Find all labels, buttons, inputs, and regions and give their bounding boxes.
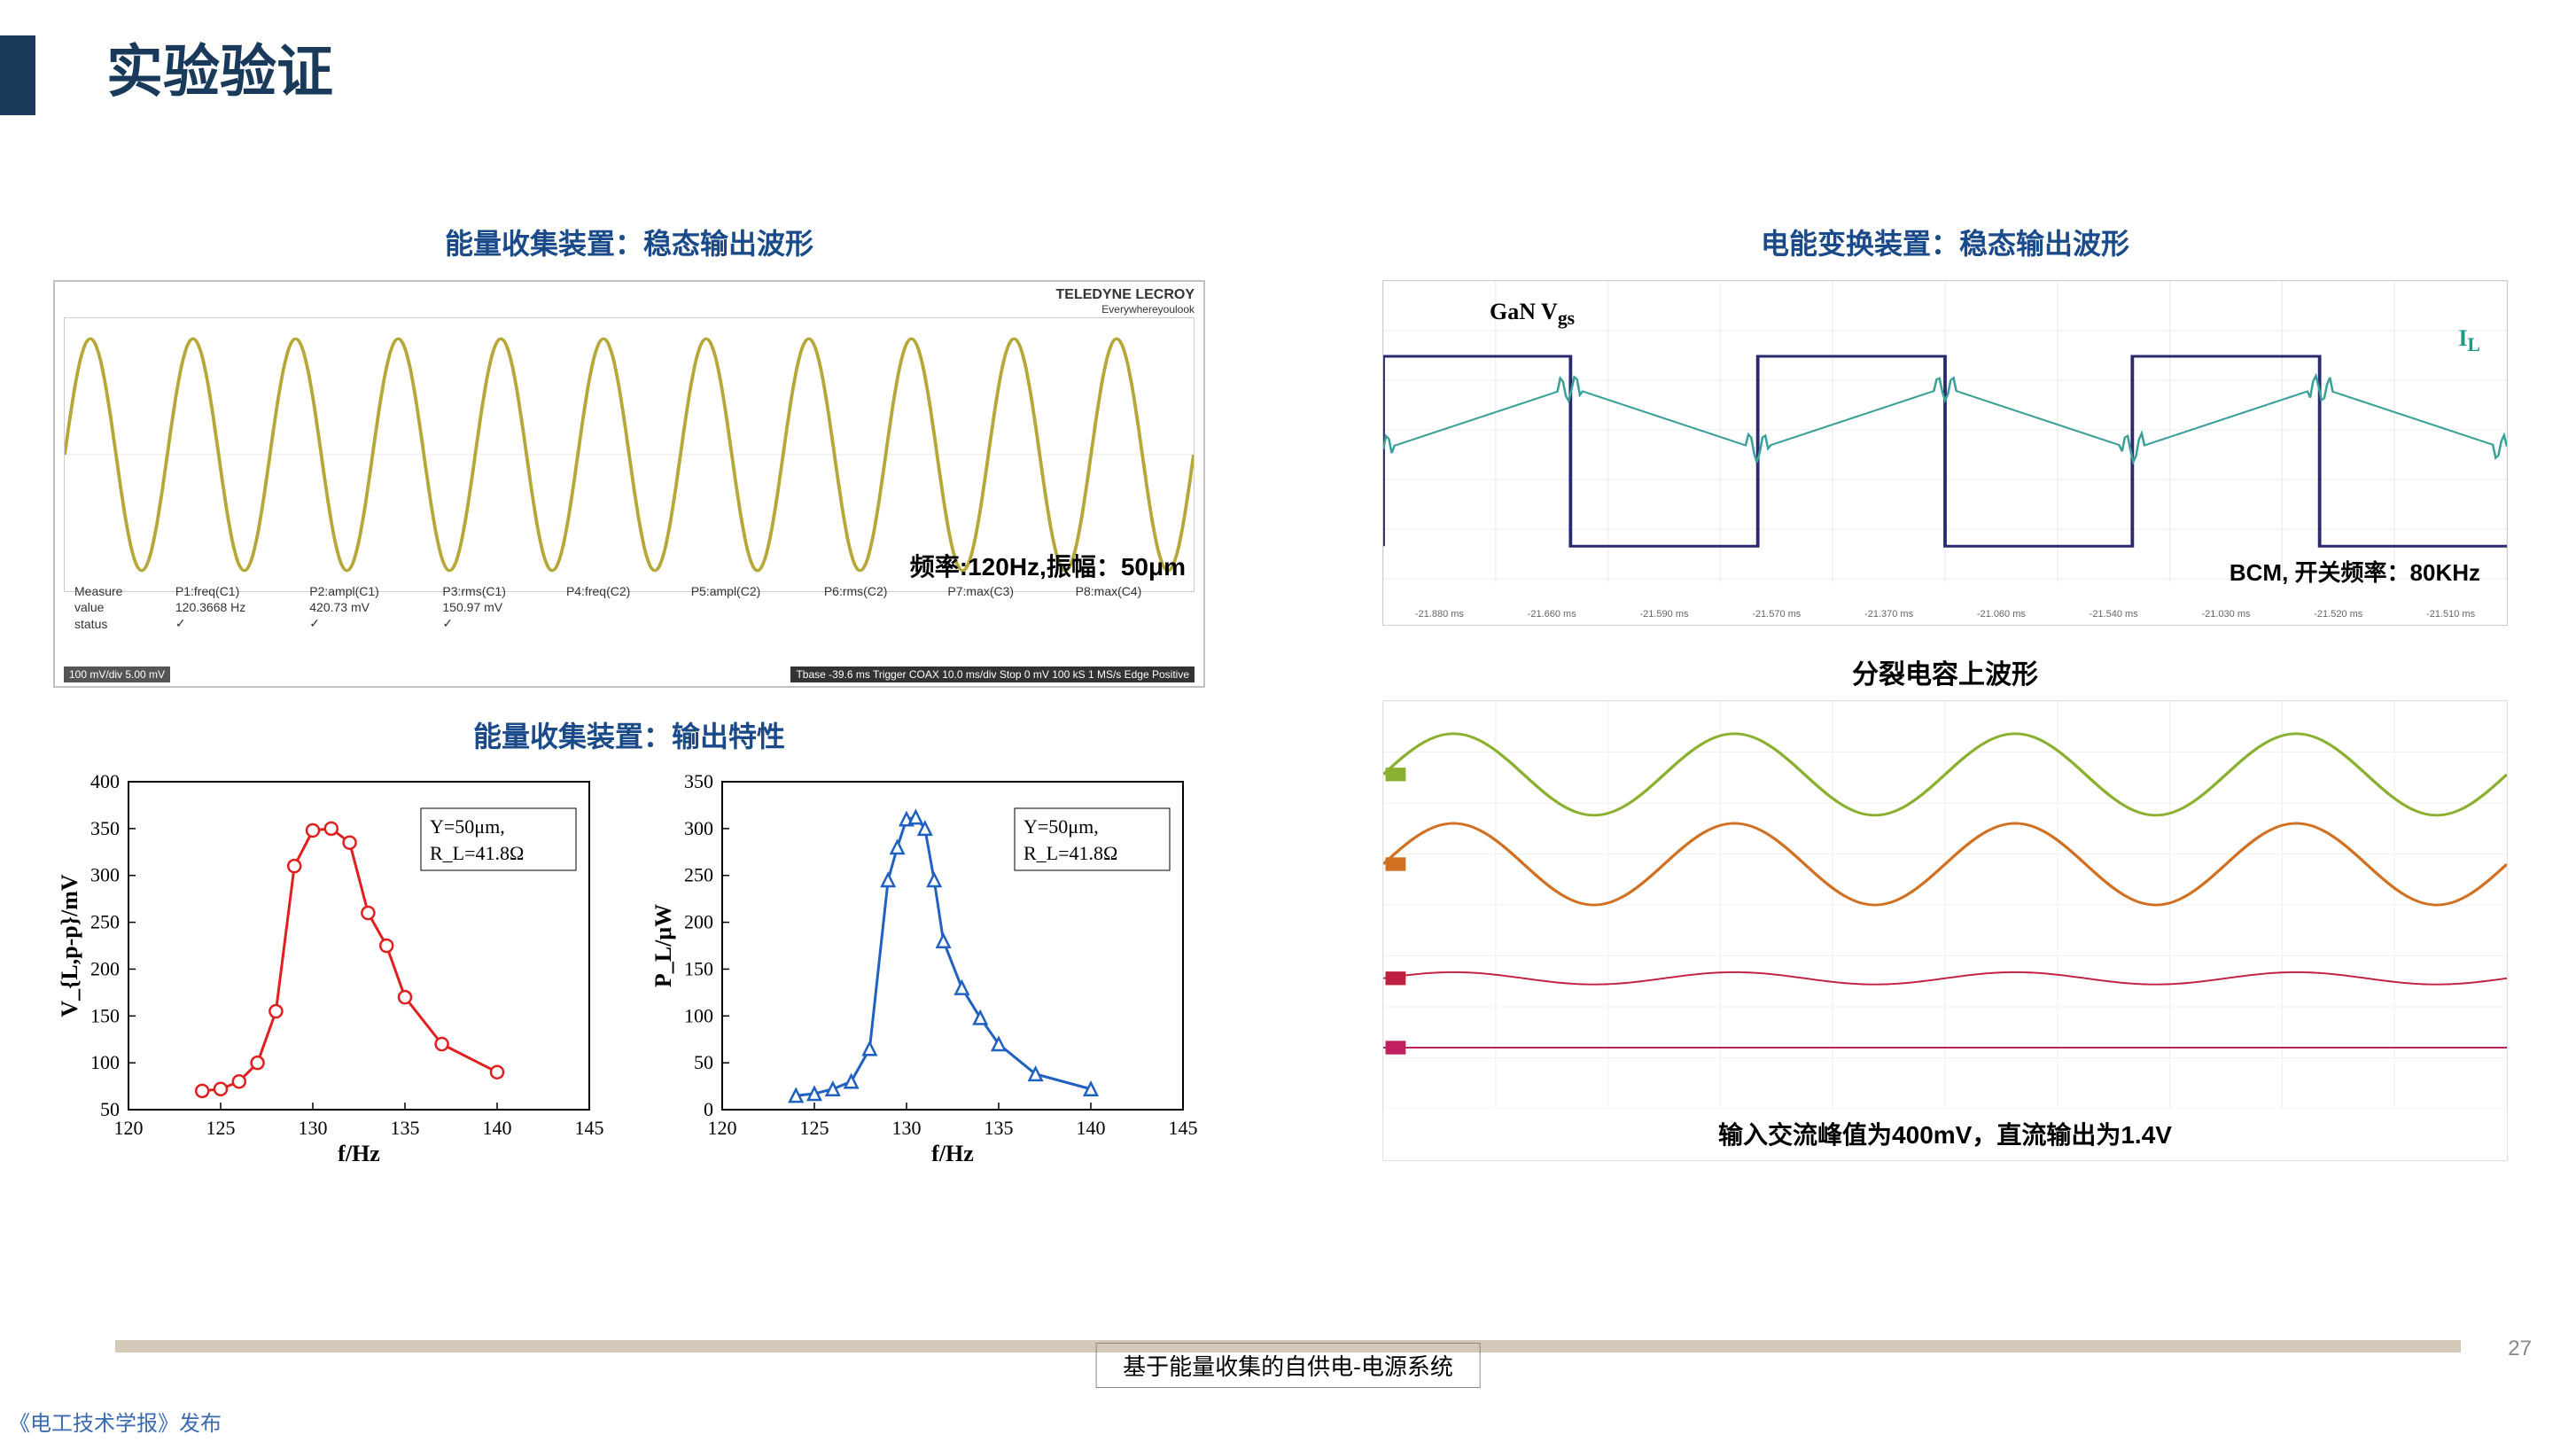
svg-text:200: 200 — [90, 957, 120, 979]
svg-text:50: 50 — [100, 1098, 120, 1120]
svg-text:350: 350 — [684, 770, 713, 792]
svg-text:145: 145 — [575, 1117, 604, 1139]
chart-2-svg: 120125130135140145050100150200250300350f… — [647, 764, 1205, 1172]
footer-caption-box: 基于能量收集的自供电-电源系统 — [1095, 1343, 1481, 1388]
svg-text:250: 250 — [90, 911, 120, 933]
scope-mid-right: 输入交流峰值为400mV，直流输出为1.4V — [1382, 700, 2508, 1161]
svg-text:130: 130 — [892, 1117, 922, 1139]
right-column: 电能变换装置：稳态输出波形 GaN Vgs IL BCM, 开关频率：80KHz… — [1382, 222, 2508, 1161]
svg-text:200: 200 — [684, 911, 713, 933]
watermark: 《电工技术学报》发布 — [9, 1406, 222, 1437]
svg-text:100: 100 — [90, 1051, 120, 1073]
svg-text:150: 150 — [90, 1004, 120, 1026]
svg-text:P_L/μW: P_L/μW — [650, 904, 676, 987]
svg-text:0: 0 — [704, 1098, 713, 1120]
svg-text:300: 300 — [90, 864, 120, 886]
svg-text:135: 135 — [984, 1117, 1014, 1139]
chart-1-svg: 1201251301351401455010015020025030035040… — [53, 764, 611, 1172]
brand-top: TELEDYNE LECROY — [1056, 287, 1195, 303]
svg-text:f/Hz: f/Hz — [338, 1141, 380, 1166]
charts-row: 1201251301351401455010015020025030035040… — [53, 764, 1205, 1172]
brand-sub: Everywhereyoulook — [1056, 303, 1195, 316]
svg-text:300: 300 — [684, 817, 713, 839]
scope-footer: 100 mV/div 5.00 mV Tbase -39.6 ms Trigge… — [64, 667, 1195, 682]
scope-footer-left: 100 mV/div 5.00 mV — [64, 667, 170, 682]
gan-vgs-label: GaN Vgs — [1490, 299, 1575, 330]
svg-text:V_{L,p-p}/mV: V_{L,p-p}/mV — [57, 874, 82, 1017]
svg-text:135: 135 — [391, 1117, 420, 1139]
svg-text:100: 100 — [684, 1004, 713, 1026]
svg-text:R_L=41.8Ω: R_L=41.8Ω — [1023, 842, 1117, 864]
chart-2-box: 120125130135140145050100150200250300350f… — [647, 764, 1205, 1172]
svg-text:Y=50μm,: Y=50μm, — [1023, 815, 1099, 838]
scope-footer-right: Tbase -39.6 ms Trigger COAX 10.0 ms/div … — [790, 667, 1195, 682]
title-accent-bar — [0, 35, 35, 115]
svg-text:f/Hz: f/Hz — [931, 1141, 974, 1166]
svg-text:145: 145 — [1169, 1117, 1198, 1139]
scope-brand: TELEDYNE LECROY Everywhereyoulook — [1056, 287, 1195, 316]
svg-text:140: 140 — [483, 1117, 512, 1139]
svg-text:125: 125 — [800, 1117, 829, 1139]
svg-text:Y=50μm,: Y=50μm, — [430, 815, 505, 838]
bcm-label: BCM, 开关频率：80KHz — [2230, 555, 2480, 588]
svg-text:140: 140 — [1077, 1117, 1106, 1139]
svg-text:250: 250 — [684, 864, 713, 886]
scope-measurements: MeasureP1:freq(C1)P2:ampl(C1)P3:rms(C1)P… — [64, 582, 1195, 633]
svg-text:125: 125 — [206, 1117, 236, 1139]
left-column: 能量收集装置：稳态输出波形 TELEDYNE LECROY Everywhere… — [53, 222, 1205, 1172]
scope-caption-1: 频率:120Hz,振幅：50μm — [910, 548, 1186, 583]
scope-top-right: GaN Vgs IL BCM, 开关频率：80KHz -21.880 ms-21… — [1382, 280, 2508, 626]
left-subtitle-1: 能量收集装置：稳态输出波形 — [53, 222, 1205, 262]
svg-text:150: 150 — [684, 957, 713, 979]
svg-text:50: 50 — [694, 1051, 713, 1073]
svg-text:350: 350 — [90, 817, 120, 839]
cap-caption: 输入交流峰值为400mV，直流输出为1.4V — [1383, 1116, 2507, 1151]
svg-text:R_L=41.8Ω: R_L=41.8Ω — [430, 842, 524, 864]
page-number: 27 — [2508, 1337, 2532, 1361]
gan-x-axis-labels: -21.880 ms-21.660 ms-21.590 ms-21.570 ms… — [1383, 609, 2507, 620]
il-label: IL — [2458, 325, 2480, 356]
left-subtitle-2: 能量收集装置：输出特性 — [53, 714, 1205, 755]
slide-title: 实验验证 — [106, 27, 333, 108]
chart-1-box: 1201251301351401455010015020025030035040… — [53, 764, 611, 1172]
svg-text:130: 130 — [299, 1117, 328, 1139]
cap-waves-svg — [1383, 701, 2507, 1109]
oscilloscope-screenshot-1: TELEDYNE LECROY Everywhereyoulook 频率:120… — [53, 280, 1205, 688]
split-cap-title: 分裂电容上波形 — [1382, 652, 2508, 691]
measurement-table: MeasureP1:freq(C1)P2:ampl(C1)P3:rms(C1)P… — [64, 582, 1195, 633]
right-subtitle: 电能变换装置：稳态输出波形 — [1382, 222, 2508, 262]
svg-text:400: 400 — [90, 770, 120, 792]
